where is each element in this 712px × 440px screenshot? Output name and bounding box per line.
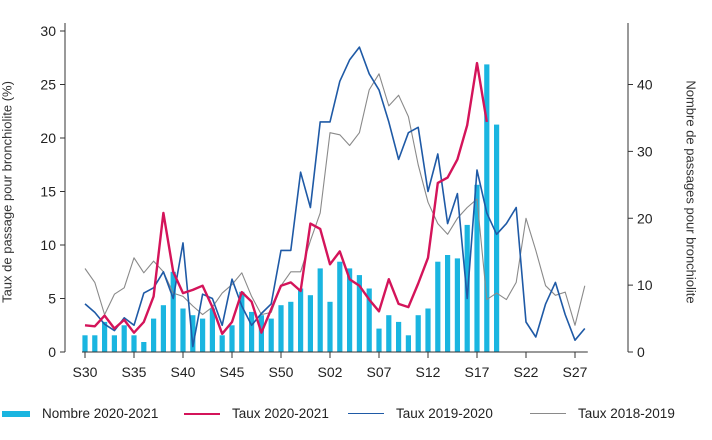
bar: [356, 275, 362, 352]
bar: [200, 318, 206, 352]
y-tick-label-right: 20: [637, 210, 653, 226]
bar: [494, 124, 500, 352]
y-tick-label-left: 25: [40, 77, 56, 93]
legend-swatch-line: [348, 413, 384, 414]
x-tick-label: S50: [269, 364, 294, 380]
y-tick-label-right: 0: [637, 344, 645, 360]
legend-label: Taux 2019-2020: [396, 406, 493, 421]
bar: [386, 315, 392, 352]
x-tick-label: S35: [122, 364, 147, 380]
x-tick-label: S12: [416, 364, 441, 380]
bar: [298, 288, 304, 352]
bar: [268, 318, 274, 352]
legend-item-taux-2019-2020: Taux 2019-2020: [348, 406, 493, 421]
legend: Nombre 2020-2021 Taux 2020-2021 Taux 201…: [0, 404, 712, 428]
bar: [474, 184, 480, 352]
x-tick-label: S30: [73, 364, 98, 380]
bar: [396, 321, 402, 352]
bar: [229, 325, 235, 353]
bar: [170, 271, 176, 353]
bar: [484, 64, 490, 353]
y-tick-label-right: 30: [637, 143, 653, 159]
y-tick-label-left: 15: [40, 184, 56, 200]
legend-item-taux-2018-2019: Taux 2018-2019: [530, 406, 675, 421]
bar: [239, 291, 245, 352]
legend-swatch-line: [184, 412, 220, 415]
x-tick-label: S40: [171, 364, 196, 380]
y-tick-label-right: 40: [637, 77, 653, 93]
bar: [435, 261, 441, 352]
bar: [209, 308, 215, 352]
line-series-group: [84, 46, 586, 348]
x-tick-label: S22: [514, 364, 539, 380]
y-tick-label-left: 10: [40, 237, 56, 253]
bar: [131, 335, 137, 352]
x-tick-label: S02: [318, 364, 343, 380]
x-tick-label: S45: [220, 364, 245, 380]
x-tick-label: S17: [465, 364, 490, 380]
y-tick-label-left: 0: [48, 344, 56, 360]
bar: [82, 335, 88, 352]
bar: [111, 335, 117, 352]
axes: 0 5 10 15 20 25 30 0 10 20 30 40 S30 S35 S40 S45 S50 S02 S…: [40, 23, 653, 380]
legend-item-nombre-2020-2021: Nombre 2020-2021: [2, 406, 158, 421]
y-axis-left-title: Taux de passage pour bronchiolite (%): [0, 81, 15, 303]
bar: [337, 261, 343, 352]
line-series-taux-2019-2020: [84, 46, 586, 348]
legend-swatch-bar: [2, 410, 30, 417]
bar: [151, 318, 157, 352]
bar: [415, 315, 421, 352]
y-axis-right-title: Nombre de passages pour bronchiolite: [683, 80, 699, 304]
y-tick-label-right: 10: [637, 277, 653, 293]
legend-swatch-line: [530, 413, 566, 414]
bar: [180, 308, 186, 352]
y-tick-label-left: 5: [48, 291, 56, 307]
legend-label: Taux 2018-2019: [578, 406, 675, 421]
legend-item-taux-2020-2021: Taux 2020-2021: [184, 406, 329, 421]
bar: [190, 315, 196, 352]
x-tick-label: S27: [563, 364, 588, 380]
bar: [92, 335, 98, 352]
legend-label: Nombre 2020-2021: [42, 406, 159, 421]
bar: [327, 301, 333, 352]
bar: [376, 328, 382, 352]
x-tick-label: S07: [367, 364, 392, 380]
bar: [288, 301, 294, 352]
line-series-taux-2018-2019: [84, 73, 586, 326]
y-tick-label-left: 20: [40, 130, 56, 146]
bar: [366, 288, 372, 352]
line-series-taux-2020-2021: [84, 61, 488, 335]
chart: 0 5 10 15 20 25 30 0 10 20 30 40 S30 S35 S40 S45 S50 S02 S…: [40, 23, 653, 380]
bar: [347, 268, 353, 352]
bar: [160, 305, 166, 352]
bar: [249, 311, 255, 352]
bar: [141, 342, 147, 352]
bar: [445, 255, 451, 352]
y-tick-label-left: 30: [40, 23, 56, 39]
bar: [102, 321, 108, 352]
bar-series-nombre-2020-2021: [82, 64, 500, 353]
bar: [454, 258, 460, 352]
bar: [121, 325, 127, 353]
bar: [317, 268, 323, 352]
bar: [219, 335, 225, 352]
bar: [405, 335, 411, 352]
bar: [278, 305, 284, 352]
legend-label: Taux 2020-2021: [232, 406, 329, 421]
bar: [425, 308, 431, 352]
bar: [307, 295, 313, 352]
